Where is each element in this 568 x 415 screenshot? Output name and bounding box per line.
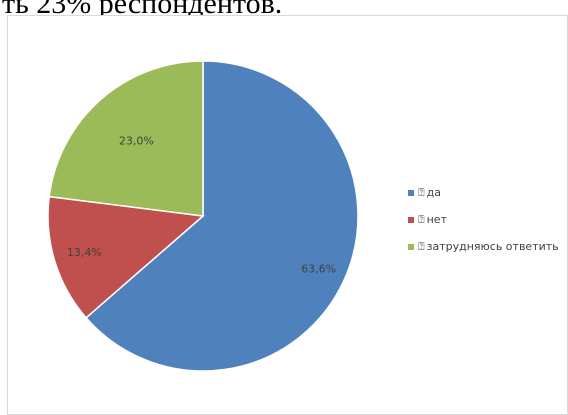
data-label-da: 63,6% bbox=[301, 263, 336, 276]
legend-label-zatrudnyayus: затрудняюсь ответить bbox=[426, 240, 559, 253]
legend-swatch-net bbox=[408, 216, 414, 223]
legend-marker-glyph: ⍰ bbox=[418, 212, 425, 226]
legend-label-da: да bbox=[426, 186, 441, 199]
legend-item-da: ⍰ да bbox=[408, 179, 559, 206]
legend-marker-glyph: ⍰ bbox=[418, 239, 425, 253]
legend-item-net: ⍰ нет bbox=[408, 206, 559, 233]
data-label-net: 13,4% bbox=[67, 246, 102, 259]
legend-item-zatrudnyayus: ⍰ затрудняюсь ответить bbox=[408, 233, 559, 260]
chart-legend: ⍰ да ⍰ нет ⍰ затрудняюсь ответить bbox=[408, 179, 559, 260]
data-label-zatrudnyayus: 23,0% bbox=[119, 134, 154, 147]
slice-zatrudnyayus bbox=[48, 60, 204, 217]
legend-swatch-da bbox=[408, 189, 414, 196]
slice-net bbox=[47, 195, 205, 319]
slice-da bbox=[85, 60, 359, 372]
legend-label-net: нет bbox=[426, 213, 447, 226]
legend-swatch-zatrudnyayus bbox=[408, 243, 414, 250]
legend-marker-glyph: ⍰ bbox=[418, 185, 425, 199]
